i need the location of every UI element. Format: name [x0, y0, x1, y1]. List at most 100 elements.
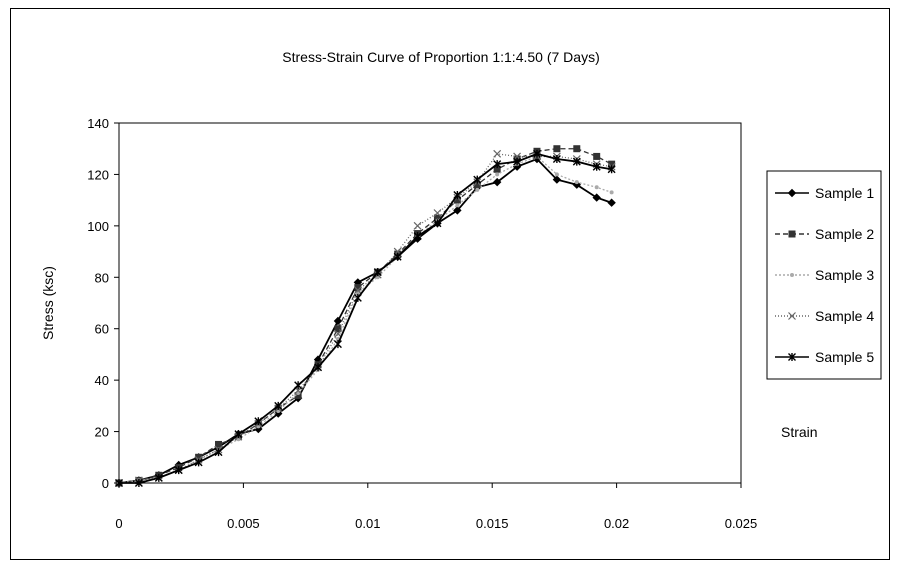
data-point — [234, 430, 243, 439]
x-tick-label: 0.02 — [604, 516, 629, 531]
data-point — [333, 340, 342, 349]
x-tick-label: 0 — [115, 516, 122, 531]
legend-label: Sample 5 — [815, 349, 874, 365]
data-point — [154, 473, 163, 482]
data-point — [455, 203, 460, 208]
stress-strain-chart: Stress-Strain Curve of Proportion 1:1:4.… — [40, 49, 882, 531]
x-tick-label: 0.005 — [227, 516, 260, 531]
y-tick-label: 120 — [87, 167, 109, 182]
legend-swatch-marker — [788, 353, 796, 361]
y-tick-label: 140 — [87, 116, 109, 131]
data-point — [334, 329, 342, 338]
chart-title: Stress-Strain Curve of Proportion 1:1:4.… — [282, 49, 599, 65]
data-point — [493, 149, 502, 158]
data-point — [592, 193, 601, 202]
legend-items: Sample 1 Sample 2 Sample 3 Sample 4 Sample 5 — [775, 185, 874, 365]
data-point — [274, 401, 283, 410]
data-point — [393, 252, 402, 261]
data-point — [609, 190, 614, 195]
data-point — [607, 165, 616, 174]
legend-item: Sample 1 — [775, 185, 874, 201]
x-tick-label: 0.025 — [725, 516, 758, 531]
data-point — [433, 209, 442, 217]
data-point — [475, 187, 480, 192]
data-point — [493, 160, 502, 169]
legend-label: Sample 4 — [815, 308, 874, 324]
legend-swatch-marker — [788, 312, 796, 320]
legend: Sample 1 Sample 2 Sample 3 Sample 4 Sample 5 — [766, 170, 882, 380]
chart-frame: Stress-Strain Curve of Proportion 1:1:4.… — [10, 8, 890, 560]
data-point — [495, 172, 500, 177]
series-5 — [115, 149, 616, 487]
series-line — [119, 152, 612, 484]
series-2 — [115, 145, 616, 487]
data-point — [254, 417, 263, 426]
data-point — [215, 440, 223, 448]
series-line — [118, 155, 612, 484]
y-tick-label: 60 — [95, 322, 109, 337]
data-point — [553, 145, 561, 153]
data-point — [554, 172, 559, 177]
legend-label: Sample 2 — [815, 226, 874, 242]
data-point — [513, 157, 522, 166]
legend-item: Sample 2 — [775, 226, 874, 242]
series-4 — [115, 149, 616, 487]
data-point — [473, 175, 482, 184]
series-line — [118, 153, 612, 484]
series-line — [118, 157, 612, 484]
legend-item: Sample 3 — [775, 267, 874, 283]
data-point — [194, 458, 203, 467]
legend-item: Sample 4 — [775, 308, 874, 324]
y-axis: 0 20 40 60 80 100 120 140 — [87, 116, 119, 491]
x-axis-title: Strain — [781, 424, 818, 440]
data-point — [294, 381, 303, 390]
data-point — [353, 293, 362, 302]
x-tick-label: 0.01 — [355, 516, 380, 531]
data-point — [353, 286, 362, 295]
legend-swatch-marker — [787, 188, 797, 198]
x-axis: 0 0.005 0.01 0.015 0.02 0.025 — [115, 483, 757, 531]
data-point — [334, 325, 342, 333]
data-point — [594, 185, 599, 190]
series-line — [118, 148, 612, 484]
data-point — [593, 152, 601, 160]
legend-swatch-marker — [790, 273, 794, 277]
data-point — [574, 180, 579, 185]
data-point — [134, 479, 143, 487]
legend-label: Sample 1 — [815, 185, 874, 201]
data-point — [573, 145, 581, 153]
data-point — [492, 177, 502, 187]
data-point — [333, 316, 343, 326]
series-layer — [114, 145, 616, 488]
data-point — [433, 219, 442, 228]
data-point — [314, 363, 323, 372]
series-3 — [117, 154, 614, 485]
y-axis-title: Stress (ksc) — [40, 266, 56, 340]
legend-label: Sample 3 — [815, 267, 874, 283]
legend-swatch-marker — [788, 230, 796, 238]
legend-item: Sample 5 — [775, 349, 874, 365]
data-point — [453, 191, 462, 199]
data-point — [607, 198, 616, 207]
y-tick-label: 0 — [102, 476, 109, 491]
data-point — [532, 149, 541, 158]
data-point — [592, 162, 601, 171]
y-tick-label: 20 — [95, 425, 109, 440]
series-1 — [114, 154, 616, 488]
data-point — [552, 175, 562, 184]
plot-area — [118, 122, 742, 484]
data-point — [413, 232, 422, 241]
data-point — [552, 155, 561, 163]
y-tick-label: 40 — [95, 373, 109, 388]
data-point — [115, 479, 123, 487]
x-tick-label: 0.015 — [476, 516, 509, 531]
data-point — [373, 268, 382, 277]
y-tick-label: 100 — [87, 219, 109, 234]
y-tick-label: 80 — [95, 270, 109, 285]
data-point — [413, 221, 422, 230]
data-point — [453, 206, 462, 215]
legend-box — [766, 170, 882, 380]
data-point — [572, 157, 581, 166]
data-point — [174, 466, 183, 475]
data-point — [214, 448, 223, 457]
